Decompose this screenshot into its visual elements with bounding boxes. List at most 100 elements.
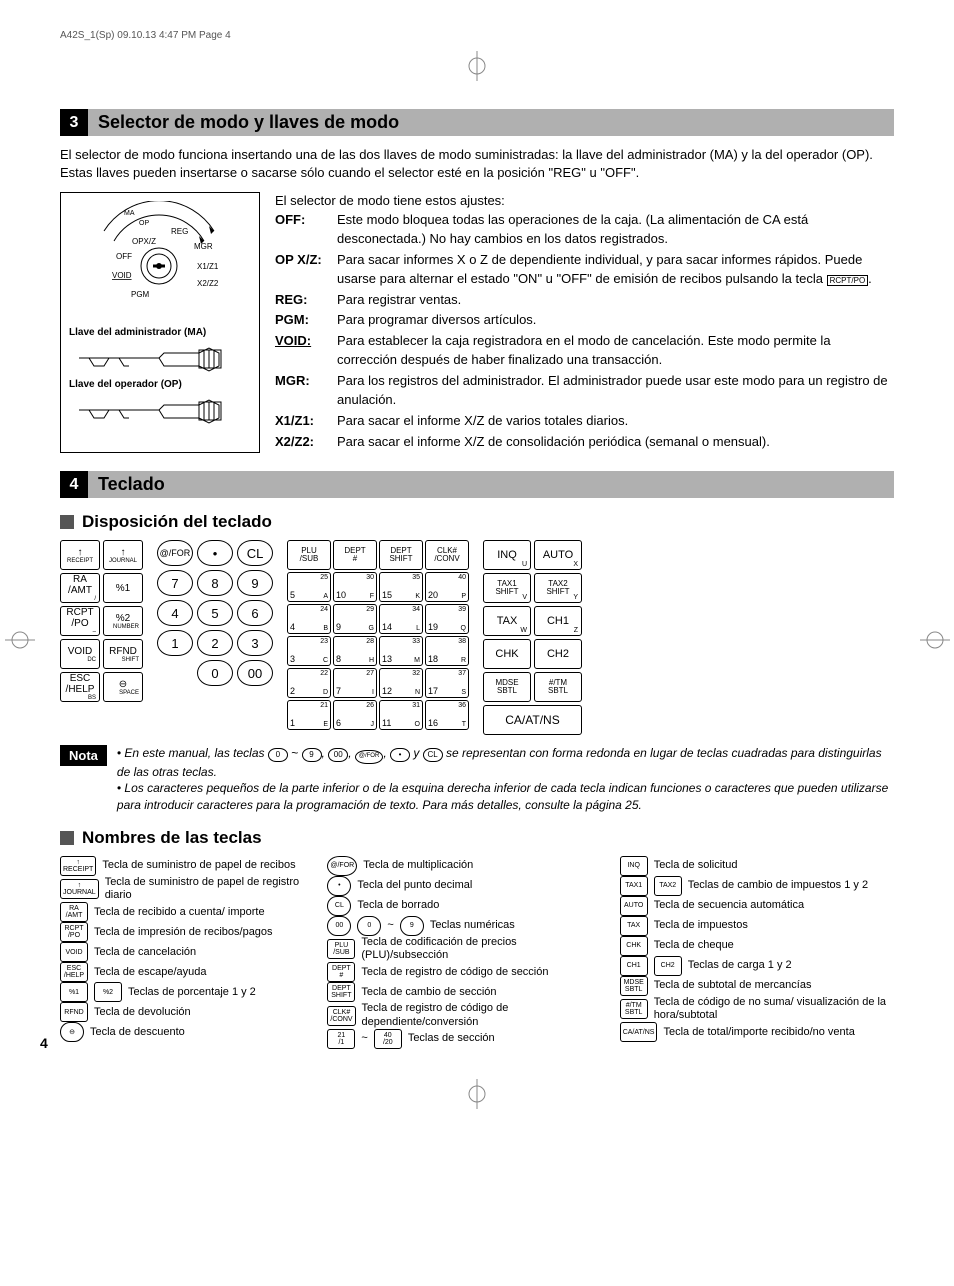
numkey-8[interactable]: 8 [197,570,233,596]
dept-key-15[interactable]: 3515K [379,572,423,602]
numkey-3[interactable]: 3 [237,630,273,656]
legend-key-icon: %2 [94,982,122,1002]
numkey-0[interactable]: 0 [197,660,233,686]
dept-key-8[interactable]: 288H [333,636,377,666]
numkey-[interactable]: • [197,540,233,566]
svg-text:X1/Z1: X1/Z1 [197,262,219,271]
mode-def-term: VOID: [275,332,337,370]
func-key-caatns[interactable]: CA/AT/NS [483,705,582,735]
dept-head-key[interactable]: DEPT # [333,540,377,570]
func-key-mdsesbtl[interactable]: MDSE SBTL [483,672,531,702]
dept-head-key[interactable]: DEPT SHIFT [379,540,423,570]
dept-key-14[interactable]: 3414L [379,604,423,634]
legend-row: CLK# /CONVTecla de registro de código de… [327,1002,601,1028]
legend-row: ESC /HELPTecla de escape/ayuda [60,962,309,982]
dept-key-17[interactable]: 3717S [425,668,469,698]
func-key-tax[interactable]: TAXW [483,606,531,636]
legend-desc: Tecla de suministro de papel de recibos [102,859,309,872]
legend-desc: Tecla de descuento [90,1026,309,1039]
key-[interactable]: ⊖SPACE [103,672,143,702]
mode-def: VOID:Para establecer la caja registrador… [275,332,894,370]
numkey-7[interactable]: 7 [157,570,193,596]
func-key-chk[interactable]: CHK [483,639,531,669]
key-1[interactable]: %1 [103,573,143,603]
svg-text:OPX/Z: OPX/Z [132,237,156,246]
dept-key-16[interactable]: 3616T [425,700,469,730]
svg-text:REG: REG [171,227,188,236]
key-[interactable]: ↑JOURNAL [103,540,143,570]
legend-key-icon: %1 [60,982,88,1002]
numkey-for[interactable]: @/FOR [157,540,193,566]
legend-desc: Teclas de porcentaje 1 y 2 [128,986,309,999]
mode-def-desc: Para sacar el informe X/Z de varios tota… [337,412,894,431]
svg-text:X2/Z2: X2/Z2 [197,279,219,288]
dept-key-20[interactable]: 4020P [425,572,469,602]
dept-key-11[interactable]: 3111O [379,700,423,730]
key-name-legend: ↑ RECEIPTTecla de suministro de papel de… [60,856,894,1049]
dept-key-5[interactable]: 255A [287,572,331,602]
legend-desc: Tecla de devolución [94,1006,309,1019]
svg-text:MGR: MGR [194,242,213,251]
mode-def-desc: Para establecer la caja registradora en … [337,332,894,370]
dept-key-10[interactable]: 3010F [333,572,377,602]
legend-desc: Tecla de total/importe recibido/no venta [663,1026,894,1039]
dept-key-4[interactable]: 244B [287,604,331,634]
dept-key-2[interactable]: 222D [287,668,331,698]
legend-key-icon: ↑ JOURNAL [60,879,99,899]
dept-key-1[interactable]: 211E [287,700,331,730]
legend-desc: Tecla de registro de código de dependien… [362,1002,602,1028]
legend-row: DEPT SHIFTTecla de cambio de sección [327,982,601,1002]
key-9-icon: 9 [302,748,322,762]
numeric-pad: @/FOR•CL789456123000 [157,540,273,686]
func-key-tax1shift[interactable]: TAX1 SHIFTV [483,573,531,603]
svg-text:OP: OP [139,220,149,227]
subhead-keynames: Nombres de las teclas [60,828,894,848]
key-[interactable]: ↑RECEIPT [60,540,100,570]
func-key-tmsbtl[interactable]: #/TM SBTL [534,672,582,702]
func-key-ch2[interactable]: CH2 [534,639,582,669]
dept-head-key[interactable]: CLK# /CONV [425,540,469,570]
key-rfnd[interactable]: RFNDSHIFT [103,639,143,669]
mode-def: MGR:Para los registros del administrador… [275,372,894,410]
legend-key-icon: RCPT /PO [60,922,88,942]
func-key-auto[interactable]: AUTOX [534,540,582,570]
numkey-2[interactable]: 2 [197,630,233,656]
legend-row: DEPT #Tecla de registro de código de sec… [327,962,601,982]
numkey-5[interactable]: 5 [197,600,233,626]
key-rcptpo[interactable]: RCPT /PO– [60,606,100,636]
numkey-1[interactable]: 1 [157,630,193,656]
dept-key-6[interactable]: 266J [333,700,377,730]
dept-key-19[interactable]: 3919Q [425,604,469,634]
key-0-icon: 0 [268,748,288,762]
numkey-00[interactable]: 00 [237,660,273,686]
legend-key-icon: #/TM SBTL [620,999,648,1019]
legend-desc: Tecla de código de no suma/ visualizació… [654,996,894,1022]
key-void[interactable]: VOIDDC [60,639,100,669]
dept-key-13[interactable]: 3313M [379,636,423,666]
dept-key-18[interactable]: 3818R [425,636,469,666]
key-raamt[interactable]: RA /AMT/ [60,573,100,603]
op-key-icon [69,390,239,425]
dept-key-7[interactable]: 277I [333,668,377,698]
legend-row: %1 %2 Teclas de porcentaje 1 y 2 [60,982,309,1002]
legend-desc: Tecla de recibido a cuenta/ importe [94,906,309,919]
func-key-inq[interactable]: INQU [483,540,531,570]
numkey-9[interactable]: 9 [237,570,273,596]
mode-def-desc: Para sacar informes X o Z de dependiente… [337,251,894,289]
numkey-cl[interactable]: CL [237,540,273,566]
dept-key-3[interactable]: 233C [287,636,331,666]
func-key-ch1[interactable]: CH1Z [534,606,582,636]
legend-desc: Tecla de cancelación [94,946,309,959]
dept-head-key[interactable]: PLU /SUB [287,540,331,570]
legend-desc: Teclas de cambio de impuestos 1 y 2 [688,879,894,892]
legend-row: PLU /SUBTecla de codificación de precios… [327,936,601,962]
key-2[interactable]: %2NUMBER [103,606,143,636]
numkey-4[interactable]: 4 [157,600,193,626]
key-eschelp[interactable]: ESC /HELPBS [60,672,100,702]
dept-key-12[interactable]: 3212N [379,668,423,698]
func-key-tax2shift[interactable]: TAX2 SHIFTY [534,573,582,603]
numkey-6[interactable]: 6 [237,600,273,626]
dept-key-9[interactable]: 299G [333,604,377,634]
legend-row: AUTOTecla de secuencia automática [620,896,894,916]
mode-def: PGM:Para programar diversos artículos. [275,311,894,330]
